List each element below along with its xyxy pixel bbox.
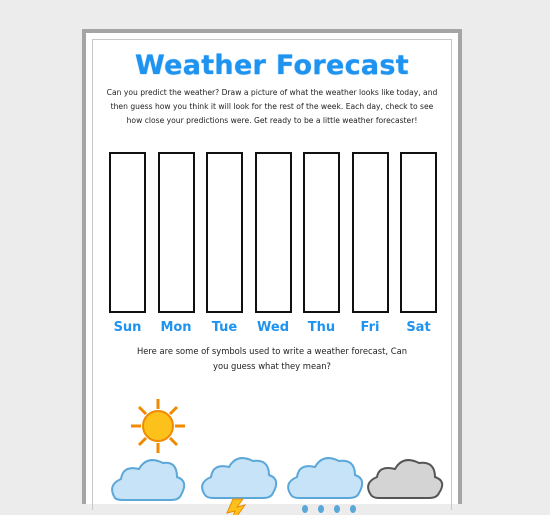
symbols-prompt: Here are some of symbols used to write a… (136, 346, 408, 371)
intro-text: Can you predict the weather? Draw a pict… (106, 88, 438, 125)
drawing-box (206, 152, 243, 313)
sun-cloud-icon (111, 399, 186, 501)
worksheet-inner: Weather Forecast Can you predict the wea… (92, 39, 452, 515)
worksheet: Weather Forecast Can you predict the wea… (82, 29, 462, 515)
gray-cloud-icon (367, 459, 444, 499)
drawing-box (351, 152, 389, 313)
page: Weather Forecast Can you predict the wea… (82, 29, 462, 515)
drawing-box (157, 152, 195, 313)
day-label: Mon (160, 320, 192, 335)
day-label: Fri (360, 320, 380, 335)
day-label: Wed (257, 320, 289, 335)
drawing-box (254, 152, 292, 313)
day-label: Tue (211, 320, 238, 335)
drawing-box (109, 152, 146, 313)
rain-cloud-icon (287, 457, 364, 513)
drawing-box (303, 152, 340, 313)
title: Weather Forecast (134, 50, 410, 81)
drawing-box (400, 152, 437, 313)
day-label: Sun (113, 320, 142, 335)
weather-icons (111, 399, 444, 515)
thunder-cloud-icon (201, 457, 278, 515)
day-boxes: Sun Mon Tue Wed Thu Fri Sat (109, 152, 449, 342)
day-label: Sat (406, 320, 431, 335)
day-label: Thu (307, 320, 336, 335)
